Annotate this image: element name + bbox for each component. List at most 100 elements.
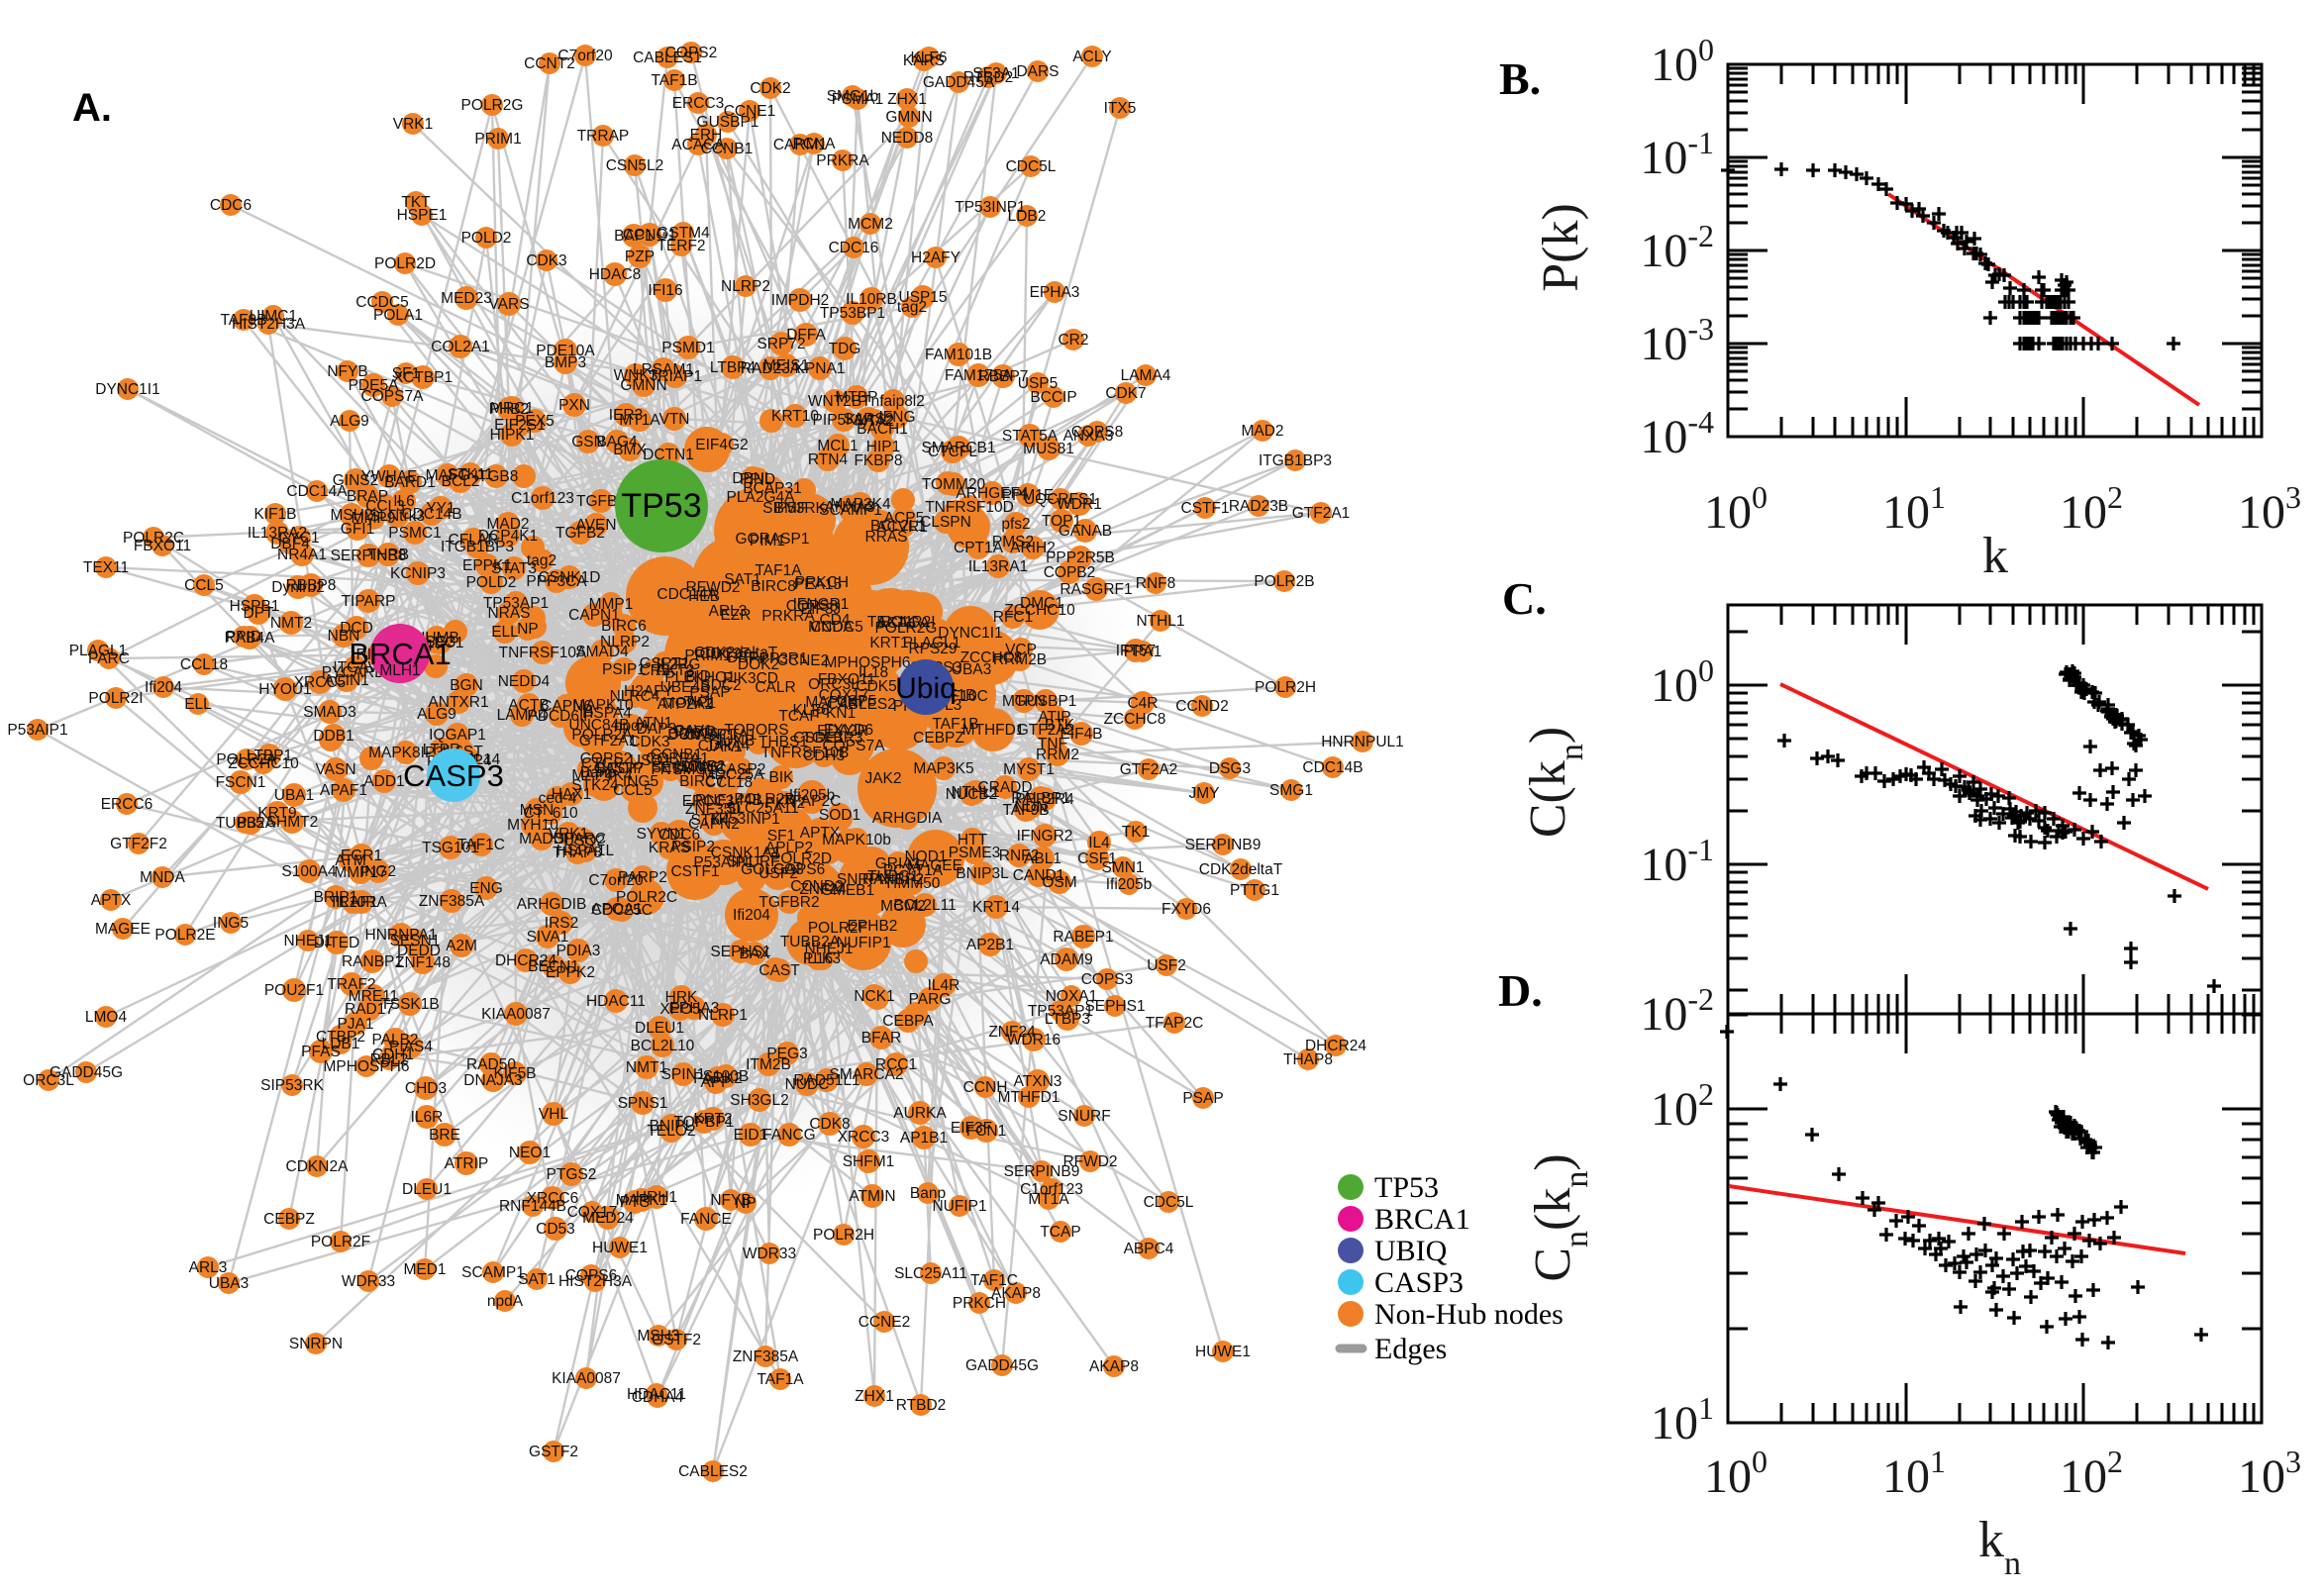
svg-text:MNDA: MNDA bbox=[808, 619, 854, 636]
svg-text:RAD50: RAD50 bbox=[466, 1056, 516, 1073]
svg-text:CEBPZ: CEBPZ bbox=[263, 1211, 315, 1228]
svg-text:ADAM9: ADAM9 bbox=[1040, 951, 1092, 968]
svg-text:CDC16: CDC16 bbox=[829, 240, 879, 256]
svg-text:GMNN: GMNN bbox=[885, 109, 932, 126]
svg-text:PRKCH: PRKCH bbox=[795, 574, 849, 591]
svg-text:COPS8: COPS8 bbox=[786, 598, 839, 615]
svg-text:TAF1A: TAF1A bbox=[757, 1371, 804, 1388]
svg-text:SNURF: SNURF bbox=[1058, 1108, 1110, 1125]
svg-text:MAGEE: MAGEE bbox=[907, 857, 962, 874]
svg-text:IL13RA2: IL13RA2 bbox=[248, 525, 307, 542]
svg-text:PARK2: PARK2 bbox=[693, 1070, 743, 1087]
svg-text:SRP72: SRP72 bbox=[757, 336, 805, 352]
svg-text:VHL: VHL bbox=[539, 1106, 569, 1123]
svg-text:TK1: TK1 bbox=[684, 694, 712, 711]
svg-text:ALG9: ALG9 bbox=[330, 413, 369, 430]
svg-text:Ifi204: Ifi204 bbox=[145, 679, 182, 696]
svg-text:TCAP: TCAP bbox=[1040, 1224, 1080, 1241]
svg-text:IL4R: IL4R bbox=[928, 977, 960, 994]
svg-text:KCNIP3: KCNIP3 bbox=[390, 565, 446, 582]
svg-text:LTBP3: LTBP3 bbox=[1045, 1011, 1090, 1028]
svg-text:RAD23B: RAD23B bbox=[1229, 498, 1288, 515]
svg-text:NEO1: NEO1 bbox=[509, 1145, 551, 1161]
svg-text:COPS8: COPS8 bbox=[1071, 424, 1124, 441]
svg-text:HDAC11: HDAC11 bbox=[586, 993, 646, 1010]
svg-text:MED24: MED24 bbox=[582, 1210, 634, 1227]
svg-text:COPS6: COPS6 bbox=[773, 861, 826, 878]
svg-text:XRCC3: XRCC3 bbox=[838, 1129, 890, 1146]
svg-text:PLAGL1: PLAGL1 bbox=[903, 635, 961, 651]
svg-text:WDR16: WDR16 bbox=[1007, 1032, 1060, 1048]
svg-text:CCNE1: CCNE1 bbox=[724, 103, 776, 120]
svg-text:SIP53RK: SIP53RK bbox=[762, 500, 826, 517]
svg-text:NUFIP1: NUFIP1 bbox=[836, 935, 890, 951]
svg-text:EPHA3: EPHA3 bbox=[669, 1000, 720, 1017]
svg-text:IFNG: IFNG bbox=[878, 409, 915, 426]
svg-text:tag2: tag2 bbox=[527, 552, 556, 569]
svg-text:CASP3: CASP3 bbox=[403, 758, 504, 793]
svg-text:CDH1: CDH1 bbox=[372, 1047, 414, 1063]
svg-text:FANCE: FANCE bbox=[680, 1211, 732, 1228]
svg-text:BRCA1: BRCA1 bbox=[1374, 1203, 1470, 1236]
svg-text:WDR33: WDR33 bbox=[342, 1273, 395, 1290]
svg-text:HUWE1: HUWE1 bbox=[1195, 1344, 1251, 1360]
svg-text:PSMA1: PSMA1 bbox=[832, 91, 884, 108]
svg-text:CDK7: CDK7 bbox=[1105, 385, 1146, 402]
svg-text:GADD45G: GADD45G bbox=[50, 1064, 123, 1081]
svg-text:DNAJA3: DNAJA3 bbox=[463, 1072, 522, 1089]
svg-text:NEDD8: NEDD8 bbox=[881, 130, 934, 147]
svg-text:ACP5: ACP5 bbox=[884, 510, 925, 527]
svg-text:CAST: CAST bbox=[758, 962, 800, 979]
svg-text:BNIP3L: BNIP3L bbox=[956, 865, 1009, 882]
svg-text:SHFM1: SHFM1 bbox=[843, 1153, 895, 1170]
svg-text:SH3GL2: SH3GL2 bbox=[730, 1092, 788, 1109]
svg-text:CR2: CR2 bbox=[1058, 332, 1088, 349]
svg-text:Tnfaip8l2: Tnfaip8l2 bbox=[861, 393, 925, 410]
svg-text:ATMIN: ATMIN bbox=[849, 1188, 895, 1205]
svg-text:CDHA4: CDHA4 bbox=[632, 1389, 684, 1406]
svg-text:SEPHS1: SEPHS1 bbox=[710, 944, 770, 960]
svg-text:B.: B. bbox=[1499, 53, 1541, 104]
svg-text:TDG: TDG bbox=[829, 341, 861, 357]
svg-text:ERCC3: ERCC3 bbox=[672, 95, 725, 112]
svg-text:ZNF385A: ZNF385A bbox=[419, 893, 485, 910]
svg-text:CDC14B: CDC14B bbox=[1302, 759, 1363, 776]
svg-text:NMT2: NMT2 bbox=[270, 615, 312, 632]
svg-text:CCND2: CCND2 bbox=[790, 878, 843, 895]
svg-text:TP53: TP53 bbox=[621, 487, 701, 525]
svg-text:k: k bbox=[1982, 528, 2008, 584]
svg-text:PTTG1: PTTG1 bbox=[1230, 882, 1279, 899]
svg-text:BFAR: BFAR bbox=[861, 1030, 901, 1047]
svg-text:HTT: HTT bbox=[958, 832, 988, 848]
svg-text:TNFRSF10A: TNFRSF10A bbox=[499, 645, 587, 661]
svg-text:CR2: CR2 bbox=[639, 662, 669, 679]
svg-text:IFT57: IFT57 bbox=[1116, 643, 1156, 659]
svg-text:TOMM20: TOMM20 bbox=[922, 476, 986, 493]
svg-text:RAB4A: RAB4A bbox=[225, 630, 275, 647]
svg-text:NTHL1: NTHL1 bbox=[951, 784, 999, 801]
svg-text:NLRP2: NLRP2 bbox=[600, 634, 650, 650]
svg-text:KARS: KARS bbox=[903, 52, 945, 69]
svg-text:ACACA: ACACA bbox=[876, 615, 930, 632]
svg-text:IFI16: IFI16 bbox=[648, 282, 682, 299]
svg-text:VARS: VARS bbox=[488, 296, 529, 313]
svg-text:CPT1A: CPT1A bbox=[954, 540, 1004, 556]
svg-text:TP53: TP53 bbox=[1374, 1171, 1439, 1204]
svg-text:BIK: BIK bbox=[769, 769, 795, 786]
svg-text:ING5: ING5 bbox=[213, 915, 249, 932]
svg-text:H2AFY: H2AFY bbox=[624, 683, 673, 700]
svg-text:MUS81: MUS81 bbox=[1023, 441, 1074, 457]
svg-text:TAF1C: TAF1C bbox=[457, 837, 505, 853]
svg-text:TK1: TK1 bbox=[1122, 824, 1150, 841]
svg-text:S100A4: S100A4 bbox=[281, 863, 337, 880]
svg-text:USP15: USP15 bbox=[898, 289, 947, 306]
svg-text:XRCC6: XRCC6 bbox=[527, 1190, 579, 1207]
svg-text:POLR2H: POLR2H bbox=[1255, 679, 1316, 696]
svg-text:RANBP1: RANBP1 bbox=[342, 953, 403, 970]
svg-text:DYNC1I1: DYNC1I1 bbox=[95, 381, 159, 398]
svg-text:PRKRA: PRKRA bbox=[816, 152, 869, 169]
svg-text:SMAD3: SMAD3 bbox=[303, 704, 355, 721]
svg-text:BNIPL: BNIPL bbox=[650, 1118, 694, 1135]
svg-text:CCNT2: CCNT2 bbox=[524, 55, 575, 72]
svg-text:CSTF1: CSTF1 bbox=[670, 863, 719, 880]
